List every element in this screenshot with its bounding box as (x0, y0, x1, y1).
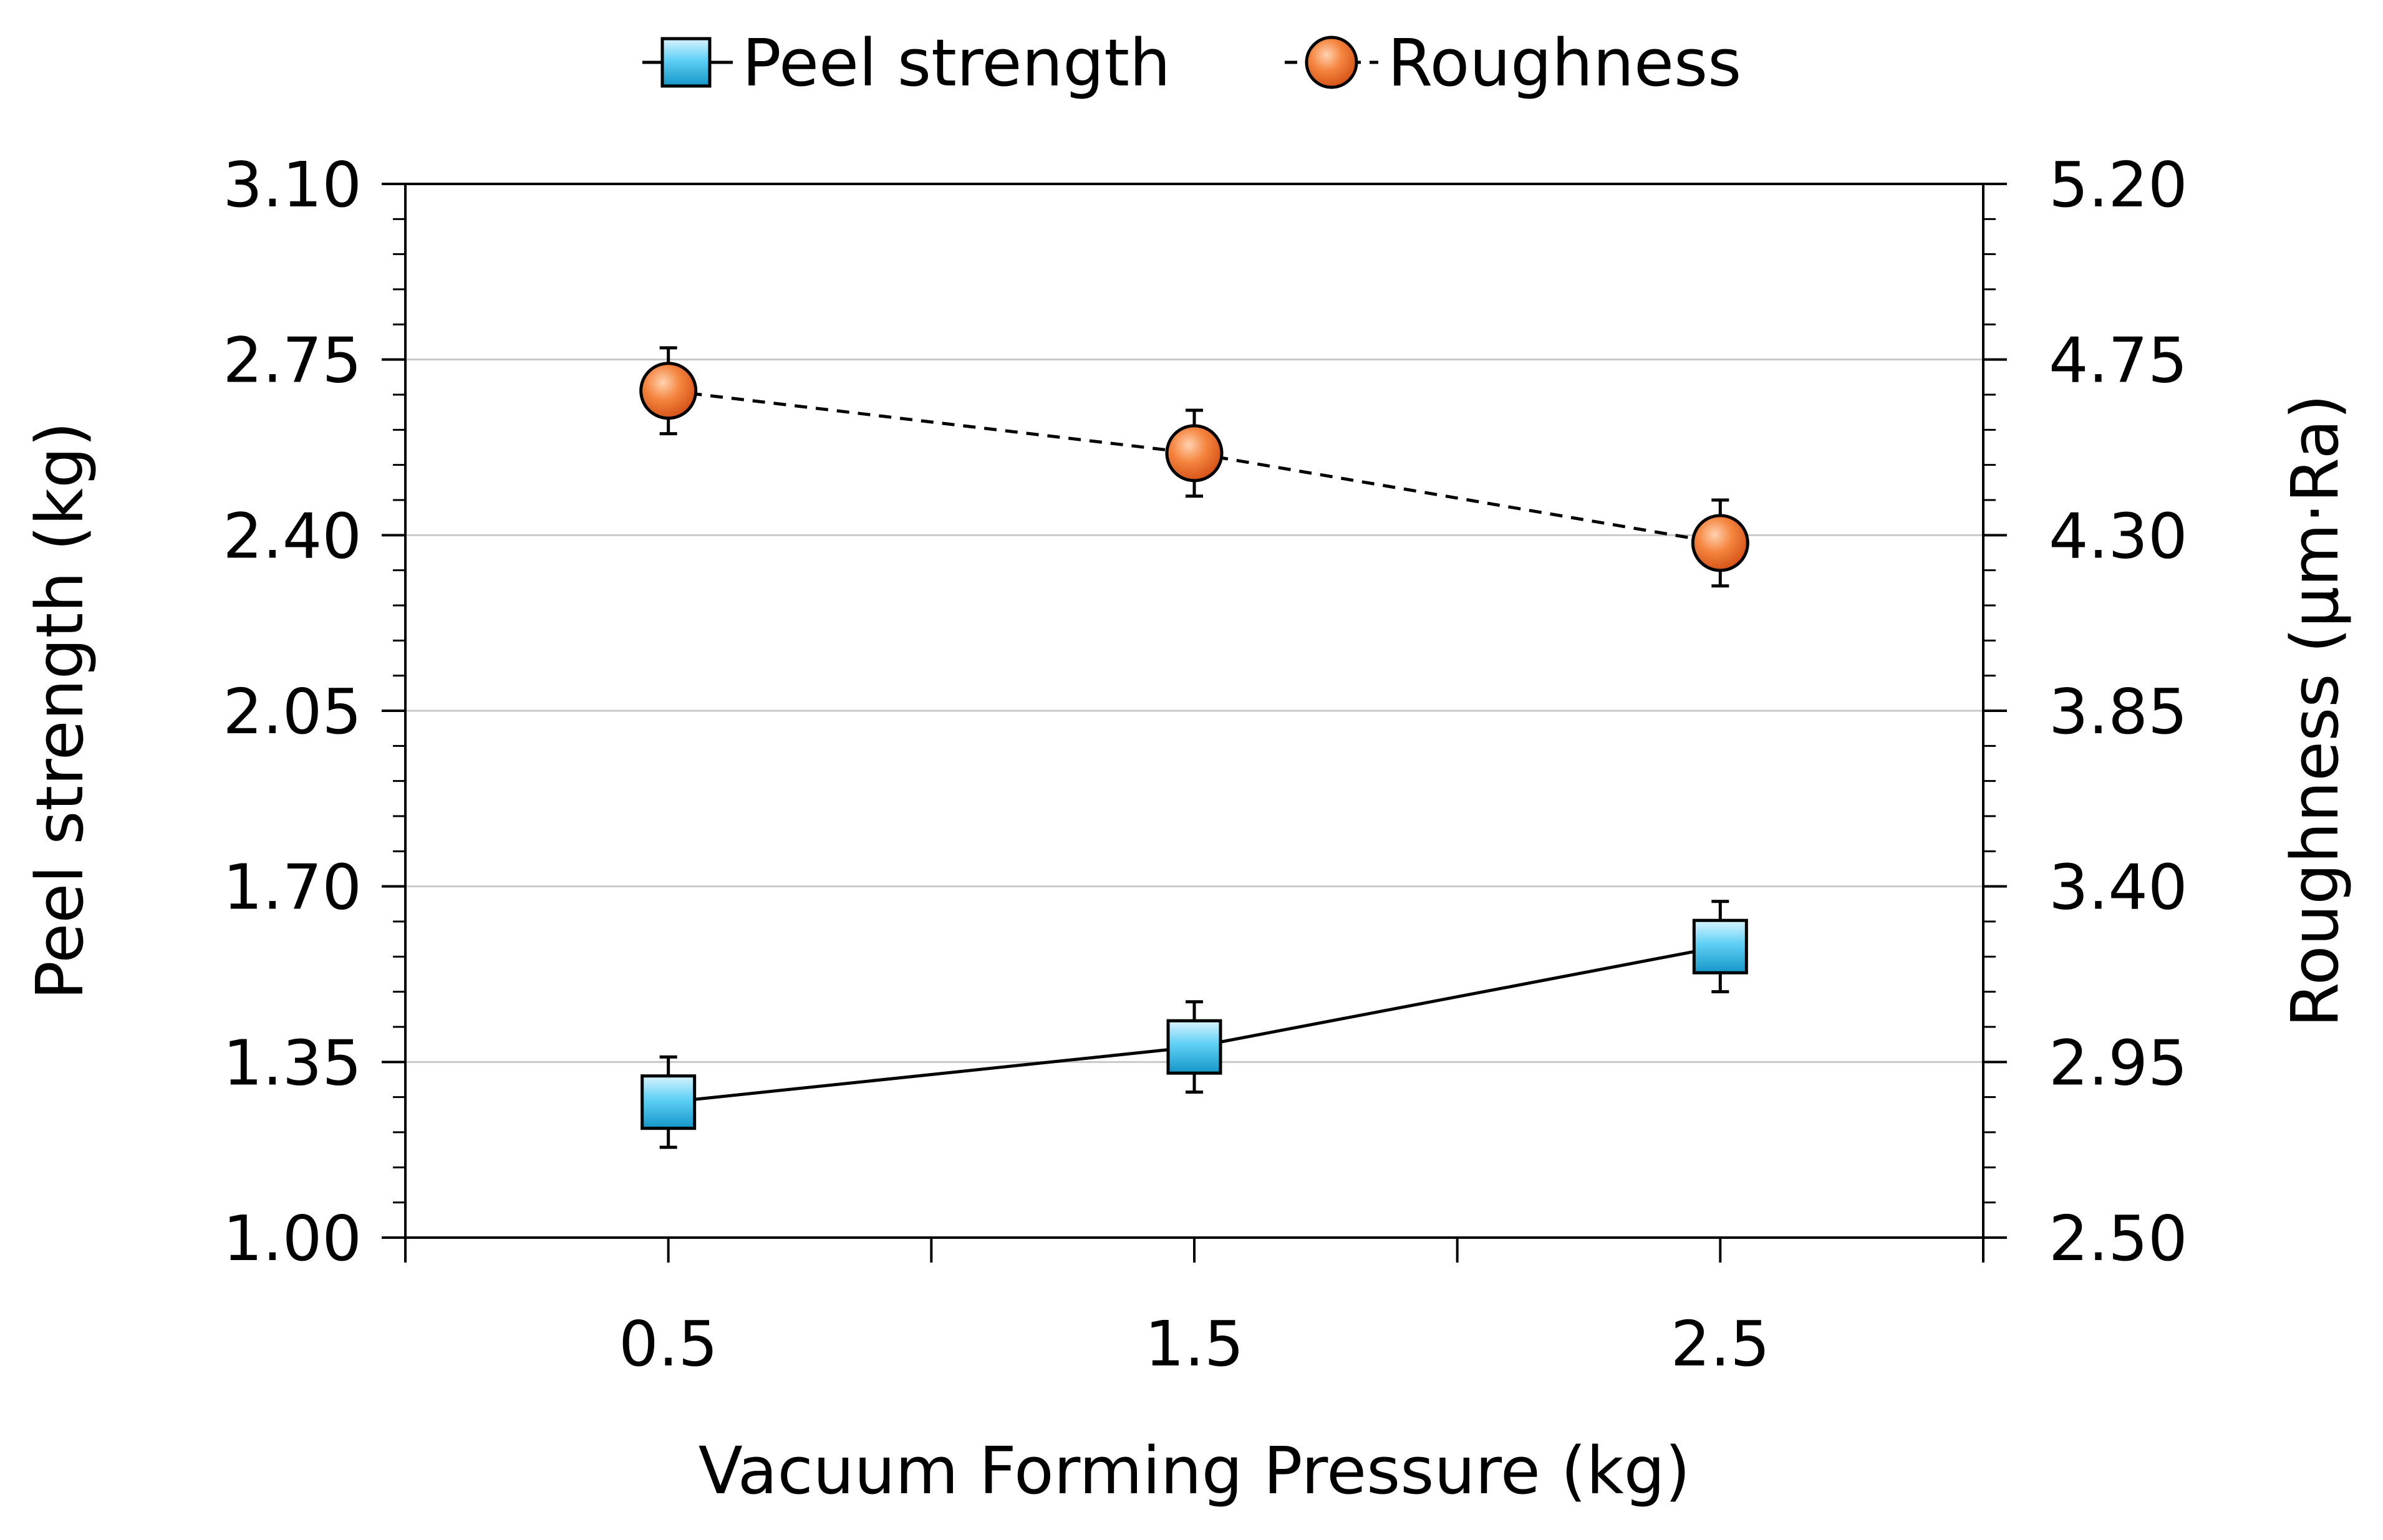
x-axis-title: Vacuum Forming Pressure (kg) (698, 1433, 1691, 1509)
data-point-peel-strength (1692, 918, 1748, 975)
data-point-roughness (1691, 514, 1749, 572)
y-left-tick-label: 1.35 (223, 1026, 362, 1099)
x-tick-label: 1.5 (1144, 1307, 1244, 1380)
legend-label-roughness: Roughness (1388, 25, 1741, 101)
data-point-peel-strength (640, 1074, 697, 1130)
y-right-tick-label: 2.50 (2049, 1202, 2188, 1275)
y-right-tick-label: 2.95 (2049, 1026, 2188, 1099)
x-tick-label: 2.5 (1671, 1307, 1770, 1380)
y-left-tick-label: 2.40 (223, 499, 362, 572)
data-point-roughness (1165, 424, 1224, 483)
legend-marker-peel-strength (660, 37, 712, 88)
x-tick-label: 0.5 (619, 1307, 718, 1380)
y-right-tick-label: 4.30 (2049, 499, 2188, 572)
y-left-tick-label: 1.00 (223, 1202, 362, 1275)
y-right-axis-title: Roughness (μm·Ra) (2277, 394, 2353, 1027)
y-left-axis-title: Peel strength (kg) (22, 421, 98, 999)
data-point-roughness (639, 362, 698, 420)
y-left-tick-label: 2.75 (223, 324, 362, 397)
legend-marker-roughness (1305, 36, 1358, 89)
y-right-tick-label: 5.20 (2049, 148, 2188, 221)
series-line-roughness (668, 389, 1721, 545)
y-left-tick-label: 3.10 (223, 148, 362, 221)
y-right-tick-label: 4.75 (2049, 324, 2188, 397)
data-point-peel-strength (1166, 1019, 1222, 1075)
legend-label-peel-strength: Peel strength (742, 25, 1171, 101)
y-right-tick-label: 3.85 (2049, 675, 2188, 748)
y-left-tick-label: 2.05 (223, 675, 362, 748)
y-right-tick-label: 3.40 (2049, 851, 2188, 924)
y-left-tick-label: 1.70 (223, 851, 362, 924)
